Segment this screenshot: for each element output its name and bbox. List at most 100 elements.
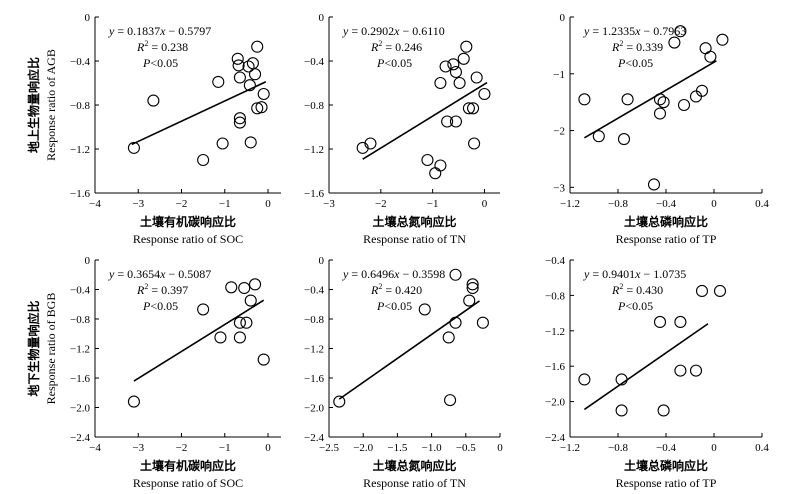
panel-bgb-tp: −1.2 −0.8 −0.4 0 0.4 −0.4 −0.8 −1.2 −1.6 −2.0 −2.4… [545,255,769,490]
y-tick-label: 0 [319,12,325,24]
x-tick-label: −3 [132,442,144,454]
data-point [615,404,628,417]
data-point [462,102,475,115]
y-tick-label: −2.4 [70,432,90,444]
data-point [449,268,462,281]
x-axis-title-en: Response ratio of TN [363,232,466,246]
x-tick-label: −0.8 [608,442,628,454]
data-point [212,75,225,88]
x-tick-label: −0.4 [656,442,676,454]
data-point [449,115,463,128]
y-axis-title-zh: 地上生物量响应比 [26,57,41,153]
data-point [653,315,667,329]
y-tick-label: −3 [553,182,565,194]
panel-agb-soc: −4 −3 −2 −1 0 0 −0.4 −0.8 −1.2 −1.6 y = 0.1837x − … [70,12,281,246]
panel-agb-tp: −1.2 −0.8 −0.4 0 0.4 0 −1 −2 −3 y = 1.2335x − 0.7… [553,12,769,246]
data-point [653,93,667,106]
data-point [578,373,591,386]
data-point [653,107,667,120]
x-tick-label: 0 [265,442,271,454]
y-tick-label: −1.6 [545,361,565,373]
data-point [251,40,264,53]
p-value-label: P<0.05 [142,299,178,313]
r-squared-label: R2 = 0.238 [136,39,188,54]
data-point [657,404,670,417]
data-point [453,76,466,90]
data-point [248,278,262,291]
y-tick-label: 0 [319,255,325,267]
x-tick-label: −2 [176,442,188,454]
data-point [439,60,452,73]
data-point [677,98,691,112]
data-point [470,71,483,84]
data-point [689,364,703,377]
y-tick-label: −0.4 [304,56,324,68]
data-point [657,96,670,109]
data-point [356,141,369,154]
x-tick-label: −1.5 [387,442,407,454]
p-value-label: P<0.05 [617,299,653,313]
x-tick-label: −1 [219,198,231,210]
y-tick-label: −1 [553,69,565,81]
data-point [232,59,245,72]
data-point [695,284,709,298]
data-point [244,294,257,307]
p-value-label: P<0.05 [142,56,178,70]
y-tick-label: −1.2 [304,144,324,156]
data-point [460,40,473,53]
y-tick-label: 0 [85,255,91,267]
data-point [442,331,455,344]
data-point [233,112,246,125]
x-axis-title-zh: 土壤有机碳响应比 [140,458,236,473]
data-point [668,36,681,49]
y-tick-label: −0.4 [304,285,324,297]
regression-line [583,60,717,139]
data-point [333,395,346,408]
y-tick-label: −1.6 [70,373,90,385]
data-point [674,25,687,38]
y-tick-label: −0.8 [70,314,90,326]
x-axis-title-zh: 土壤总磷响应比 [624,458,708,473]
x-tick-label: 0.4 [755,442,769,454]
data-point [713,284,727,298]
data-point [251,102,264,115]
x-tick-label: −0.5 [456,442,476,454]
regression-equation: y = 0.2902x − 0.6110 [342,24,445,38]
x-tick-label: −2.5 [319,442,339,454]
p-value-label: P<0.05 [617,56,653,70]
x-tick-label: −4 [89,198,101,210]
y-tick-label: −0.4 [545,255,565,267]
x-axis-title-en: Response ratio of SOC [133,232,243,246]
data-point [233,331,246,344]
x-tick-label: −1.2 [560,198,580,210]
x-tick-label: 0 [497,442,503,454]
data-point [695,84,709,97]
y-tick-label: −2.0 [70,403,90,415]
y-tick-label: −2 [553,126,565,138]
y-tick-label: −1.2 [70,344,90,356]
x-axis-title-en: Response ratio of TP [616,476,717,490]
y-tick-label: −1.6 [304,373,324,385]
data-point [233,116,246,129]
data-point [225,281,238,294]
regression-equation: y = 0.1837x − 0.5797 [108,24,211,38]
data-point [468,137,481,150]
p-value-label: P<0.05 [376,56,412,70]
regression-equation: y = 1.2335x − 0.7963 [583,24,686,38]
y-tick-label: −0.8 [70,100,90,112]
row-label-bgb: 地下生物量响应比 Response ratio of BGB [26,293,58,405]
data-point [617,133,631,146]
data-point [255,101,268,114]
data-point [197,153,210,167]
x-axis-title-en: Response ratio of TP [616,232,717,246]
data-point [704,50,717,63]
x-tick-label: −3 [132,198,144,210]
x-tick-label: −4 [89,442,101,454]
data-point [364,137,377,150]
x-tick-label: −2 [176,198,188,210]
x-axis-title-zh: 土壤有机碳响应比 [140,214,236,229]
data-point [214,331,227,344]
regression-equation: y = 0.6496x − 0.3598 [342,267,445,281]
x-axis-title-en: Response ratio of SOC [133,476,243,490]
